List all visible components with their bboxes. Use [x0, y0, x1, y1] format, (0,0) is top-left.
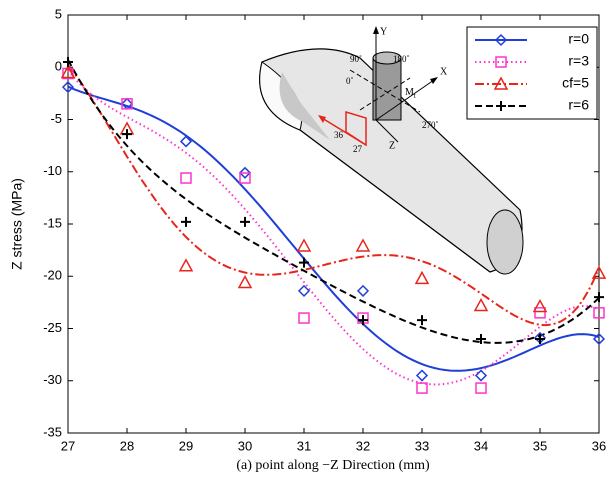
inset-label: 0˚ [346, 76, 354, 86]
page: {"chart_data": {"type": "line", "xlabel"… [0, 0, 614, 479]
pipe-end [487, 210, 523, 274]
inset-label: t [414, 92, 416, 100]
inset-label: M [405, 87, 414, 98]
y-axis-label: Z stress (MPa) [9, 178, 25, 270]
x-tick-label: 29 [179, 438, 193, 453]
legend-label: cf=5 [562, 75, 589, 91]
inset-label: 180˚ [393, 54, 410, 64]
legend: r=0 r=3 cf=5 r=6 [467, 27, 597, 119]
x-tick-label: 32 [356, 438, 370, 453]
x-tick-label: 30 [238, 438, 252, 453]
y-tick-label: -25 [43, 320, 62, 335]
y-tick-label: 0 [55, 59, 62, 74]
y-tick-label: -35 [43, 424, 62, 439]
x-tick-label: 31 [297, 438, 311, 453]
x-tick-label: 33 [415, 438, 429, 453]
inset-label: Y [380, 26, 387, 37]
x-axis-label: (a) point along −Z Direction (mm) [236, 458, 430, 473]
x-tick-label: 27 [61, 438, 75, 453]
inset-label: 90˚ [350, 54, 362, 64]
y-tick-label: -30 [43, 372, 62, 387]
branch-body [373, 58, 401, 120]
chart: Y X Z 90˚ 180˚ 0˚ 270˚ Mt 36 27 Z stress… [0, 0, 614, 479]
legend-label: r=6 [568, 97, 589, 113]
y-tick-label: 5 [55, 6, 62, 21]
y-tick-label: -10 [43, 163, 62, 178]
y-tick-label: -5 [50, 111, 62, 126]
inset-label: X [440, 66, 448, 77]
legend-label: r=0 [568, 31, 589, 47]
x-tick-label: 28 [120, 438, 134, 453]
x-tick-label: 36 [592, 438, 606, 453]
legend-label: r=3 [568, 53, 589, 69]
inset-label: 270˚ [422, 120, 439, 130]
inset-label: 27 [353, 144, 363, 154]
x-tick-label: 35 [533, 438, 547, 453]
inset-label: Z [389, 140, 395, 151]
inset-label: 36 [334, 130, 344, 140]
y-tick-label: -15 [43, 215, 62, 230]
x-tick-label: 34 [474, 438, 488, 453]
y-tick-label: -20 [43, 268, 62, 283]
